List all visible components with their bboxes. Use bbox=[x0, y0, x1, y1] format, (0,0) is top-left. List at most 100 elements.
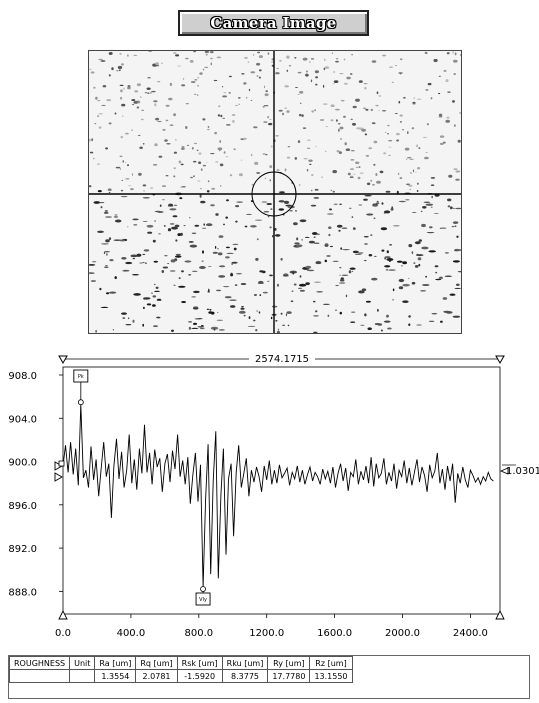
surface-speckle bbox=[388, 269, 396, 271]
surface-speckle bbox=[371, 122, 376, 125]
surface-speckle bbox=[375, 173, 378, 176]
surface-speckle bbox=[452, 207, 455, 209]
surface-speckle bbox=[92, 261, 97, 263]
surface-speckle bbox=[275, 135, 280, 137]
surface-speckle bbox=[306, 168, 309, 172]
surface-speckle bbox=[416, 144, 418, 148]
surface-speckle bbox=[324, 150, 327, 152]
surface-speckle bbox=[250, 225, 257, 228]
surface-speckle bbox=[335, 284, 339, 287]
camera-image-view[interactable] bbox=[88, 50, 462, 334]
camera-image-title-button[interactable]: Camera Image bbox=[178, 10, 369, 36]
surface-speckle bbox=[403, 96, 406, 99]
surface-speckle bbox=[122, 269, 130, 272]
roughness-value-cell bbox=[8, 669, 71, 683]
surface-speckle bbox=[330, 119, 334, 122]
surface-speckle bbox=[189, 244, 198, 248]
surface-speckle bbox=[298, 287, 302, 289]
surface-speckle bbox=[332, 83, 335, 85]
surface-speckle bbox=[253, 319, 256, 322]
surface-speckle bbox=[452, 100, 455, 103]
surface-speckle bbox=[340, 247, 343, 250]
surface-speckle bbox=[344, 142, 347, 146]
surface-speckle bbox=[333, 70, 335, 74]
max-peak-marker[interactable]: Pk bbox=[73, 369, 89, 406]
surface-speckle bbox=[93, 86, 96, 89]
surface-speckle bbox=[197, 180, 201, 182]
right-level-label: 1.0301 bbox=[506, 466, 539, 477]
surface-speckle bbox=[406, 183, 410, 186]
surface-speckle bbox=[439, 276, 443, 278]
min-valley-marker[interactable]: Vly bbox=[195, 586, 211, 606]
surface-speckle bbox=[390, 207, 394, 211]
surface-speckle bbox=[335, 60, 339, 63]
roughness-value-cell: 17.7780 bbox=[267, 669, 311, 683]
surface-speckle bbox=[222, 117, 226, 119]
x-end-handle[interactable] bbox=[495, 609, 505, 620]
surface-speckle bbox=[349, 176, 354, 179]
roughness-header-cell: Rq [um] bbox=[135, 656, 178, 670]
surface-speckle bbox=[202, 68, 205, 71]
surface-speckle bbox=[283, 200, 290, 204]
surface-speckle bbox=[99, 202, 105, 204]
surface-speckle bbox=[298, 113, 302, 117]
surface-speckle bbox=[207, 180, 210, 183]
surface-speckle bbox=[371, 277, 378, 281]
surface-speckle bbox=[373, 163, 376, 166]
surface-speckle bbox=[438, 113, 443, 117]
surface-speckle bbox=[371, 60, 377, 63]
surface-speckle bbox=[154, 103, 157, 107]
surface-speckle bbox=[140, 118, 144, 121]
surface-speckle bbox=[356, 127, 362, 130]
surface-speckle bbox=[361, 128, 366, 132]
surface-speckle bbox=[163, 225, 166, 227]
surface-speckle bbox=[167, 228, 172, 232]
surface-speckle bbox=[454, 287, 461, 289]
surface-speckle bbox=[235, 220, 238, 223]
profile-series-line bbox=[62, 404, 494, 588]
roughness-header-row: ROUGHNESS Unit Ra [um] Rq [um] Rsk [um] Rku [… bbox=[8, 656, 353, 670]
surface-speckle bbox=[339, 203, 342, 205]
surface-speckle bbox=[308, 240, 315, 244]
surface-speckle bbox=[199, 188, 202, 190]
left-level-marker-top[interactable] bbox=[54, 461, 63, 471]
surface-speckle bbox=[116, 70, 119, 72]
surface-speckle bbox=[388, 154, 392, 156]
surface-speckle bbox=[340, 138, 342, 140]
surface-speckle bbox=[124, 162, 127, 164]
surface-speckle bbox=[132, 319, 135, 323]
surface-speckle bbox=[235, 205, 240, 208]
surface-speckle bbox=[346, 76, 351, 80]
surface-speckle bbox=[414, 241, 421, 245]
roughness-header-cell: Ry [um] bbox=[267, 656, 311, 670]
surface-speckle bbox=[264, 93, 269, 97]
surface-speckle bbox=[177, 65, 182, 67]
left-level-marker-bottom[interactable] bbox=[54, 472, 63, 482]
surface-speckle bbox=[389, 66, 393, 68]
surface-speckle bbox=[244, 225, 248, 228]
surface-speckle bbox=[338, 151, 342, 154]
surface-speckle bbox=[368, 147, 373, 150]
surface-speckle bbox=[181, 84, 186, 87]
surface-speckle bbox=[364, 86, 367, 90]
surface-speckle bbox=[391, 81, 394, 83]
right-level-marker[interactable] bbox=[499, 467, 509, 475]
surface-speckle bbox=[256, 310, 258, 312]
surface-speckle bbox=[157, 120, 162, 123]
surface-speckle bbox=[199, 266, 206, 269]
surface-speckle bbox=[117, 65, 123, 70]
surface-speckle bbox=[98, 113, 103, 115]
surface-speckle bbox=[294, 242, 300, 245]
surface-speckle bbox=[99, 287, 102, 291]
x-start-handle[interactable] bbox=[58, 609, 68, 620]
surface-speckle bbox=[103, 211, 109, 214]
surface-speckle bbox=[329, 208, 332, 211]
left-span-handle[interactable] bbox=[58, 355, 68, 365]
surface-speckle bbox=[354, 253, 362, 255]
surface-speckle bbox=[391, 206, 394, 209]
surface-speckle bbox=[449, 293, 456, 296]
surface-speckle bbox=[108, 122, 112, 125]
surface-speckle bbox=[402, 261, 407, 265]
right-span-handle[interactable] bbox=[495, 355, 505, 365]
surface-speckle bbox=[332, 190, 335, 193]
